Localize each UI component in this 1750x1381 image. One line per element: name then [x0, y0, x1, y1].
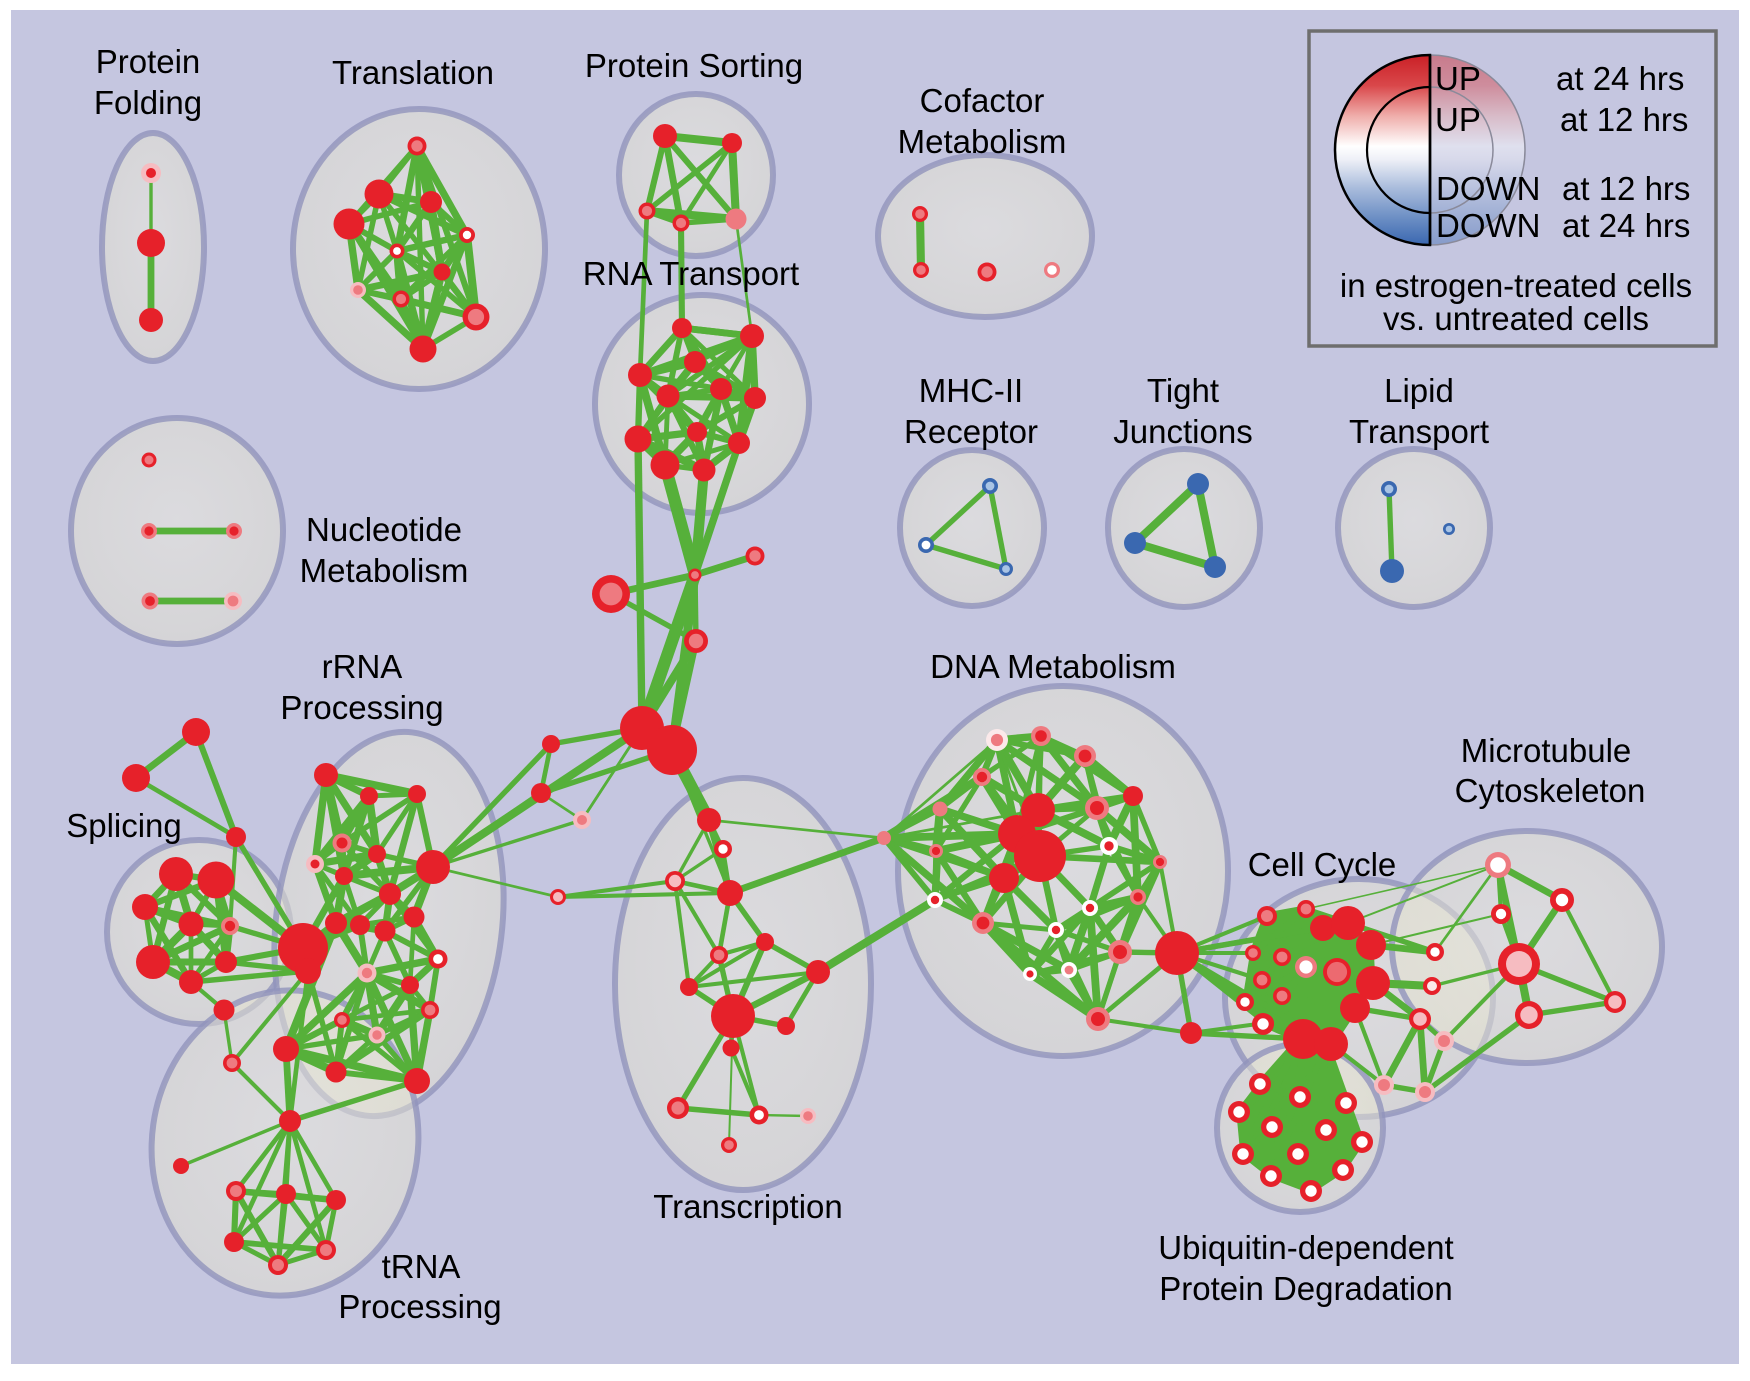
svg-text:in estrogen-treated cells: in estrogen-treated cells [1340, 267, 1692, 304]
svg-text:Cofactor: Cofactor [920, 82, 1045, 119]
svg-text:Cytoskeleton: Cytoskeleton [1455, 772, 1646, 809]
svg-text:Processing: Processing [280, 689, 443, 726]
svg-text:Metabolism: Metabolism [300, 552, 469, 589]
svg-text:rRNA: rRNA [322, 648, 403, 685]
svg-text:MHC-II: MHC-II [919, 372, 1023, 409]
svg-text:DNA Metabolism: DNA Metabolism [930, 648, 1176, 685]
svg-text:Lipid: Lipid [1384, 372, 1454, 409]
svg-text:Tight: Tight [1147, 372, 1219, 409]
svg-text:at 12 hrs: at 12 hrs [1562, 170, 1690, 207]
svg-text:DOWN: DOWN [1436, 207, 1540, 244]
svg-text:Junctions: Junctions [1113, 413, 1252, 450]
svg-text:UP: UP [1435, 60, 1481, 97]
svg-text:Translation: Translation [332, 54, 494, 91]
svg-text:RNA Transport: RNA Transport [583, 255, 799, 292]
svg-text:Protein Sorting: Protein Sorting [585, 47, 803, 84]
svg-text:Transport: Transport [1349, 413, 1489, 450]
svg-text:at 12 hrs: at 12 hrs [1560, 101, 1688, 138]
svg-text:DOWN: DOWN [1436, 170, 1540, 207]
svg-text:at 24 hrs: at 24 hrs [1562, 207, 1690, 244]
svg-text:Processing: Processing [338, 1288, 501, 1325]
svg-text:Metabolism: Metabolism [898, 123, 1067, 160]
svg-text:Receptor: Receptor [904, 413, 1038, 450]
svg-text:Folding: Folding [94, 84, 202, 121]
svg-text:Microtubule: Microtubule [1461, 732, 1632, 769]
svg-text:Cell Cycle: Cell Cycle [1248, 846, 1397, 883]
svg-text:at 24 hrs: at 24 hrs [1556, 60, 1684, 97]
svg-text:Protein Degradation: Protein Degradation [1159, 1270, 1453, 1307]
svg-text:Protein: Protein [96, 43, 201, 80]
svg-text:Ubiquitin-dependent: Ubiquitin-dependent [1158, 1229, 1453, 1266]
svg-text:Splicing: Splicing [66, 807, 182, 844]
svg-text:vs. untreated cells: vs. untreated cells [1383, 300, 1649, 337]
svg-text:tRNA: tRNA [382, 1248, 461, 1285]
svg-text:UP: UP [1435, 101, 1481, 138]
svg-text:Nucleotide: Nucleotide [306, 511, 462, 548]
svg-text:Transcription: Transcription [653, 1188, 843, 1225]
